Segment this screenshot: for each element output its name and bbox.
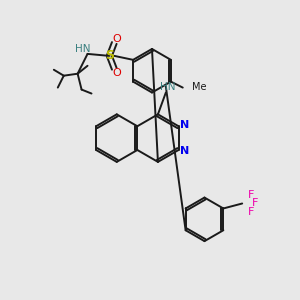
Text: HN: HN [75, 44, 90, 54]
Text: F: F [248, 207, 254, 218]
Text: N: N [180, 120, 189, 130]
Text: HN: HN [160, 82, 176, 92]
Text: F: F [248, 190, 254, 200]
Text: Me: Me [192, 82, 206, 92]
Text: F: F [252, 199, 258, 208]
Text: N: N [180, 146, 189, 156]
Text: O: O [112, 68, 121, 78]
Text: O: O [112, 34, 121, 44]
Text: S: S [105, 50, 114, 62]
